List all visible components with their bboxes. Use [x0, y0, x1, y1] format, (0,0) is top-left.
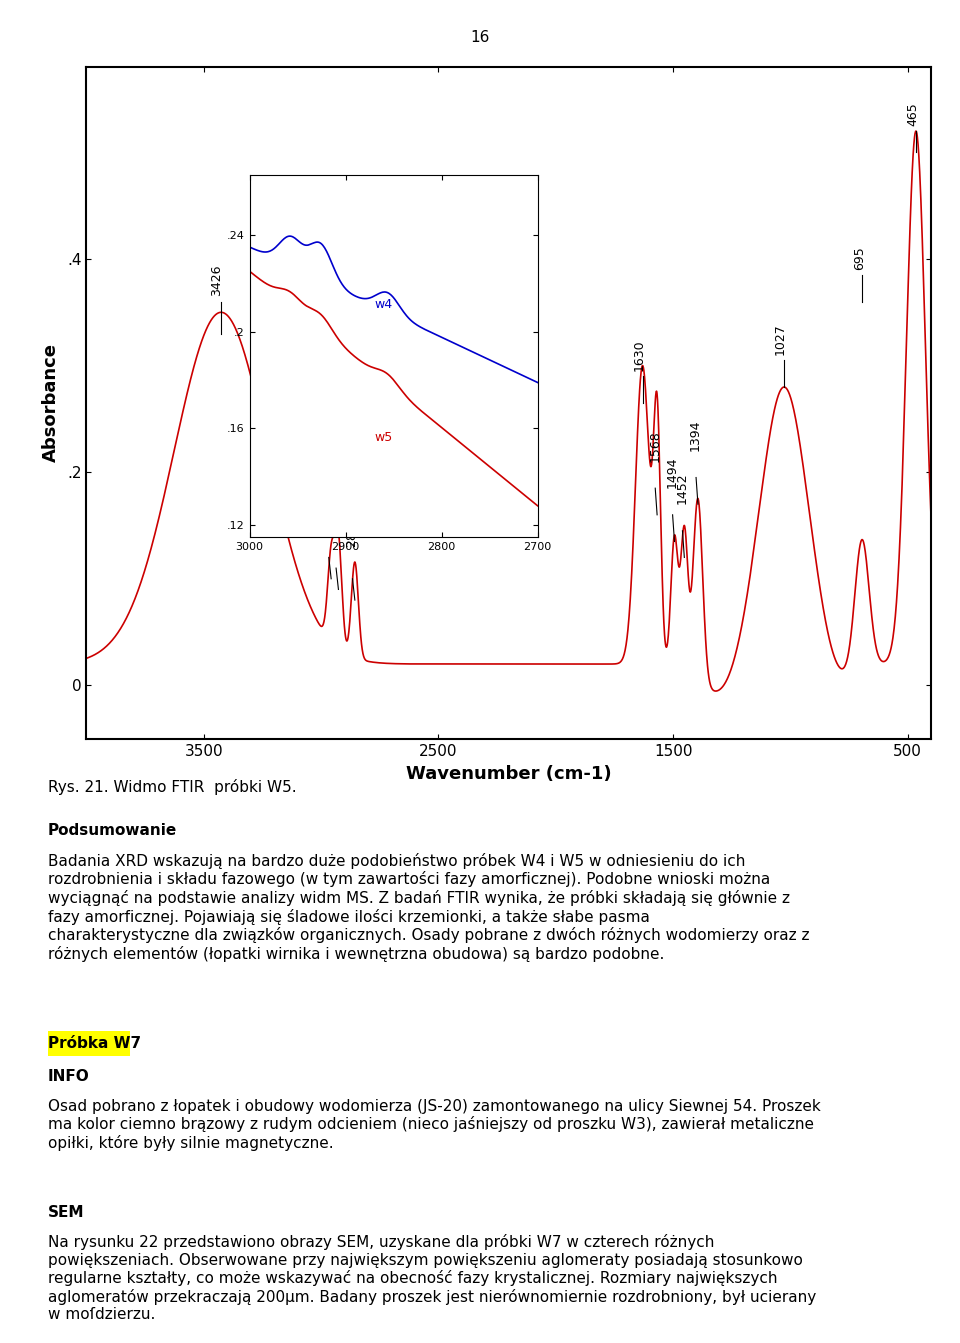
Text: 16: 16 — [470, 30, 490, 44]
Text: INFO: INFO — [48, 1069, 89, 1084]
Text: w4: w4 — [374, 298, 393, 310]
Text: 2856: 2856 — [345, 516, 358, 547]
Text: Badania XRD wskazują na bardzo duże podobieństwo próbek W4 i W5 w odniesieniu do: Badania XRD wskazują na bardzo duże podo… — [48, 853, 809, 962]
Y-axis label: Absorbance: Absorbance — [42, 344, 60, 462]
Text: 1494: 1494 — [665, 457, 679, 488]
Text: 1394: 1394 — [689, 419, 702, 451]
Text: Podsumowanie: Podsumowanie — [48, 823, 178, 838]
Text: 1568: 1568 — [648, 430, 661, 462]
Text: SEM: SEM — [48, 1205, 84, 1219]
Text: 465: 465 — [906, 102, 920, 126]
Text: 3426: 3426 — [210, 265, 223, 297]
Text: 1630: 1630 — [633, 340, 645, 371]
Text: Na rysunku 22 przedstawiono obrazy SEM, uzyskane dla próbki W7 w czterech różnyc: Na rysunku 22 przedstawiono obrazy SEM, … — [48, 1234, 816, 1323]
X-axis label: Wavenumber (cm-1): Wavenumber (cm-1) — [406, 766, 612, 783]
Text: Próbka W7: Próbka W7 — [48, 1035, 141, 1052]
Text: Rys. 21. Widmo FTIR  próbki W5.: Rys. 21. Widmo FTIR próbki W5. — [48, 779, 297, 795]
Text: 695: 695 — [852, 246, 866, 270]
Text: 1452: 1452 — [676, 473, 688, 504]
Text: 2926: 2926 — [328, 505, 342, 536]
Text: 1027: 1027 — [774, 324, 787, 355]
Text: 2957: 2957 — [322, 494, 334, 525]
Text: Osad pobrano z łopatek i obudowy wodomierza (JS-20) zamontowanego na ulicy Siewn: Osad pobrano z łopatek i obudowy wodomie… — [48, 1099, 821, 1151]
Text: w5: w5 — [374, 431, 393, 443]
